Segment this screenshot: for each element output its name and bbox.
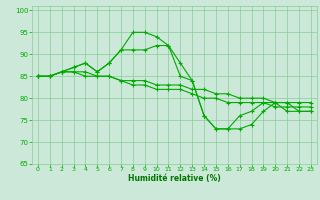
X-axis label: Humidité relative (%): Humidité relative (%) <box>128 174 221 183</box>
